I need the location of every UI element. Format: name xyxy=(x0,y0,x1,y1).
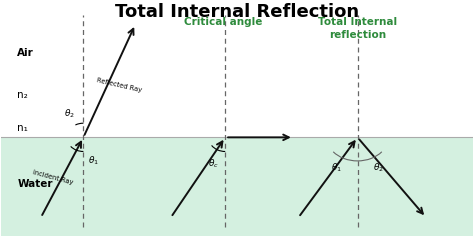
Text: Incident Ray: Incident Ray xyxy=(32,169,73,186)
Text: Reflected Ray: Reflected Ray xyxy=(96,77,142,94)
Text: $\theta_1$: $\theta_1$ xyxy=(331,162,342,174)
Text: Total Internal
reflection: Total Internal reflection xyxy=(318,17,397,40)
Text: n₁: n₁ xyxy=(17,123,28,133)
Bar xyxy=(0,137,474,236)
Text: Water: Water xyxy=(17,179,53,189)
Text: $\theta_2$: $\theta_2$ xyxy=(64,108,75,120)
Text: Total Internal Reflection: Total Internal Reflection xyxy=(115,3,359,21)
Text: Critical angle: Critical angle xyxy=(183,17,262,27)
Text: $\theta_c$: $\theta_c$ xyxy=(208,157,219,169)
Text: $\theta_1$: $\theta_1$ xyxy=(88,155,99,167)
Text: Air: Air xyxy=(17,48,34,58)
Text: $\theta_2$: $\theta_2$ xyxy=(374,162,384,174)
Text: n₂: n₂ xyxy=(17,90,28,100)
